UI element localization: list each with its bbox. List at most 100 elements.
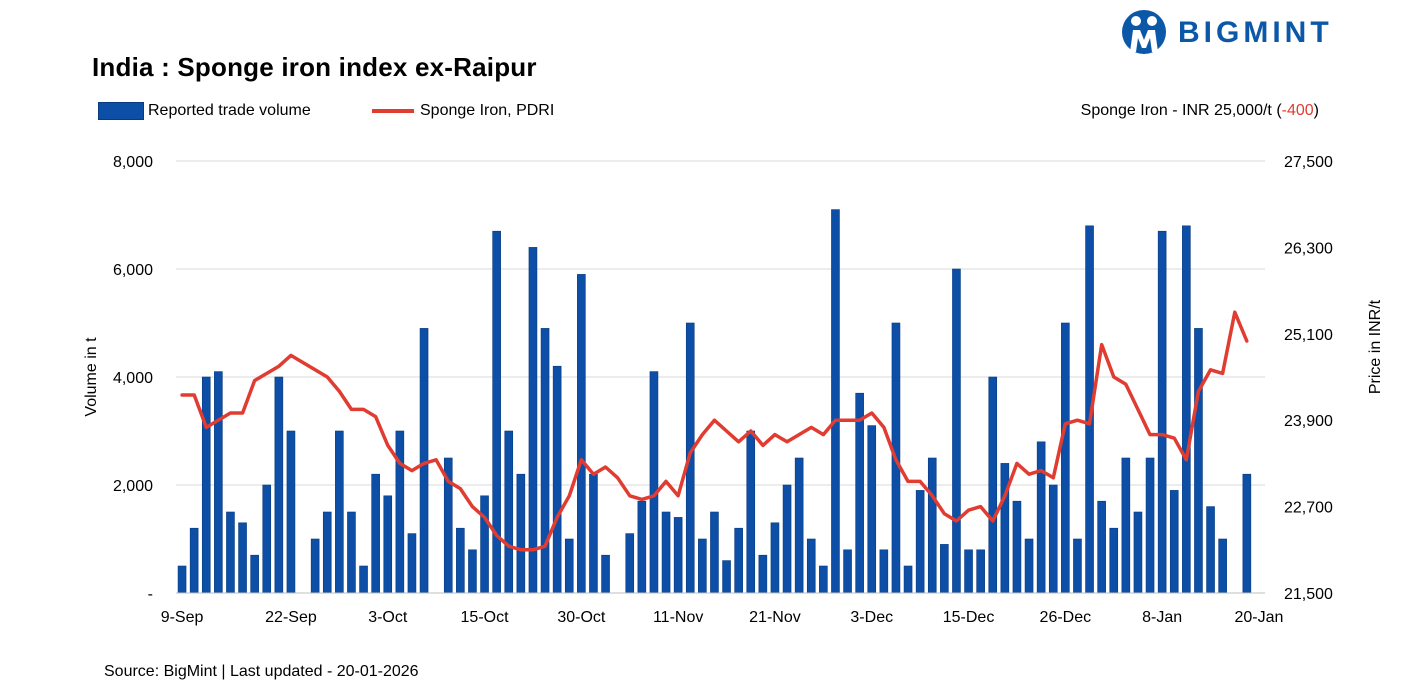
volume-bar	[843, 549, 852, 594]
volume-bar	[831, 209, 840, 594]
volume-bar	[564, 538, 574, 594]
volume-bar	[1169, 490, 1179, 594]
volume-bar	[1048, 484, 1058, 594]
volume-bar	[1000, 463, 1010, 594]
volume-bar	[806, 538, 816, 594]
y2-tick-label: 22,700	[1284, 500, 1333, 517]
volume-bar	[794, 457, 804, 594]
volume-bar	[310, 538, 320, 594]
price-series-line	[180, 310, 1249, 552]
volume-bar	[516, 473, 526, 594]
volume-bar	[347, 511, 356, 594]
x-tick-label: 22-Sep	[265, 609, 317, 626]
volume-bar	[383, 495, 393, 594]
volume-bar	[1145, 457, 1155, 594]
price-line	[180, 310, 1249, 552]
volume-bar	[927, 457, 937, 594]
volume-bar	[964, 549, 973, 594]
y2-tick-label: 25,100	[1284, 327, 1333, 344]
x-tick-label: 9-Sep	[161, 609, 204, 626]
volume-bar	[286, 430, 296, 594]
volume-bar	[1097, 500, 1106, 594]
y-tick-label: -	[148, 586, 153, 603]
volume-bar	[419, 328, 429, 594]
volume-bar	[395, 430, 405, 594]
volume-bar	[710, 511, 719, 594]
brand-name: BIGMINT	[1178, 16, 1333, 49]
volume-bar	[359, 565, 368, 594]
volume-bar	[915, 490, 925, 594]
volume-bar	[214, 371, 223, 594]
legend-bar-swatch	[98, 102, 144, 120]
x-tick-label: 21-Nov	[749, 609, 801, 626]
volume-bar	[335, 430, 344, 594]
volume-bar	[758, 554, 768, 594]
volume-bar	[1036, 441, 1046, 594]
x-tick-label: 15-Oct	[461, 609, 510, 626]
price-note: Sponge Iron - INR 25,000/t (-400)	[1081, 102, 1319, 120]
volume-bar	[734, 527, 743, 594]
x-tick-label: 11-Nov	[653, 609, 703, 626]
volume-bar	[577, 274, 586, 594]
volume-bar	[1133, 511, 1143, 594]
price-change: -400	[1281, 102, 1314, 119]
volume-bar	[322, 511, 332, 594]
volume-bar	[407, 533, 417, 594]
legend-bars: Reported trade volume	[98, 102, 311, 120]
source-note: Source: BigMint | Last updated - 20-01-2…	[104, 663, 419, 680]
y2-axis-title: Price in INR/t	[1367, 299, 1384, 394]
volume-bar	[1182, 225, 1191, 594]
volume-bars	[177, 209, 1252, 594]
volume-bar	[177, 565, 187, 594]
volume-bar	[952, 268, 961, 594]
volume-bar	[1157, 230, 1167, 594]
volume-bar	[601, 554, 610, 594]
x-tick-label: 26-Dec	[1040, 609, 1092, 626]
volume-bar	[988, 376, 998, 594]
volume-bar	[371, 473, 380, 594]
volume-bar	[976, 549, 985, 594]
volume-bar	[1061, 322, 1070, 594]
legend-line-swatch	[372, 109, 414, 113]
legend-line: Sponge Iron, PDRI	[372, 102, 554, 120]
y-tick-label: 4,000	[113, 370, 153, 387]
volume-bar	[879, 549, 889, 594]
price-note-suffix: )	[1313, 102, 1319, 119]
volume-bar	[1012, 500, 1022, 594]
volume-bar	[238, 522, 247, 594]
legend-line-label: Sponge Iron, PDRI	[420, 102, 555, 119]
volume-bar	[855, 392, 864, 594]
volume-bar	[782, 484, 792, 594]
brand-logo-icon	[1122, 10, 1166, 54]
x-tick-label: 3-Oct	[368, 609, 408, 626]
volume-bar	[274, 376, 284, 594]
y-tick-label: 2,000	[113, 478, 153, 495]
volume-bar	[673, 517, 683, 594]
legend-bars-label: Reported trade volume	[148, 102, 311, 119]
volume-bar	[770, 522, 780, 594]
volume-bar	[262, 484, 272, 594]
y-tick-label: 6,000	[113, 262, 153, 279]
volume-bar	[722, 560, 731, 594]
volume-bar	[1024, 538, 1034, 594]
volume-bar	[625, 533, 635, 594]
brand-logo: BIGMINT	[1120, 8, 1360, 58]
y2-tick-label: 21,500	[1284, 586, 1333, 603]
volume-bar	[552, 365, 562, 594]
volume-bar	[940, 544, 949, 594]
volume-bar	[649, 371, 659, 594]
volume-bar	[1218, 538, 1227, 594]
x-tick-label: 3-Dec	[850, 609, 893, 626]
volume-bar	[1206, 506, 1215, 594]
volume-bar	[250, 554, 259, 594]
volume-bar	[1073, 538, 1082, 594]
volume-bar	[1194, 328, 1203, 594]
y2-tick-label: 27,500	[1284, 154, 1333, 171]
volume-bar	[1242, 473, 1252, 594]
chart-title: India : Sponge iron index ex-Raipur	[92, 52, 537, 82]
volume-bar	[456, 527, 465, 594]
volume-bar	[819, 565, 828, 594]
volume-bar	[903, 565, 913, 594]
y-axis-title: Volume in t	[83, 337, 100, 417]
x-tick-label: 20-Jan	[1234, 609, 1283, 626]
